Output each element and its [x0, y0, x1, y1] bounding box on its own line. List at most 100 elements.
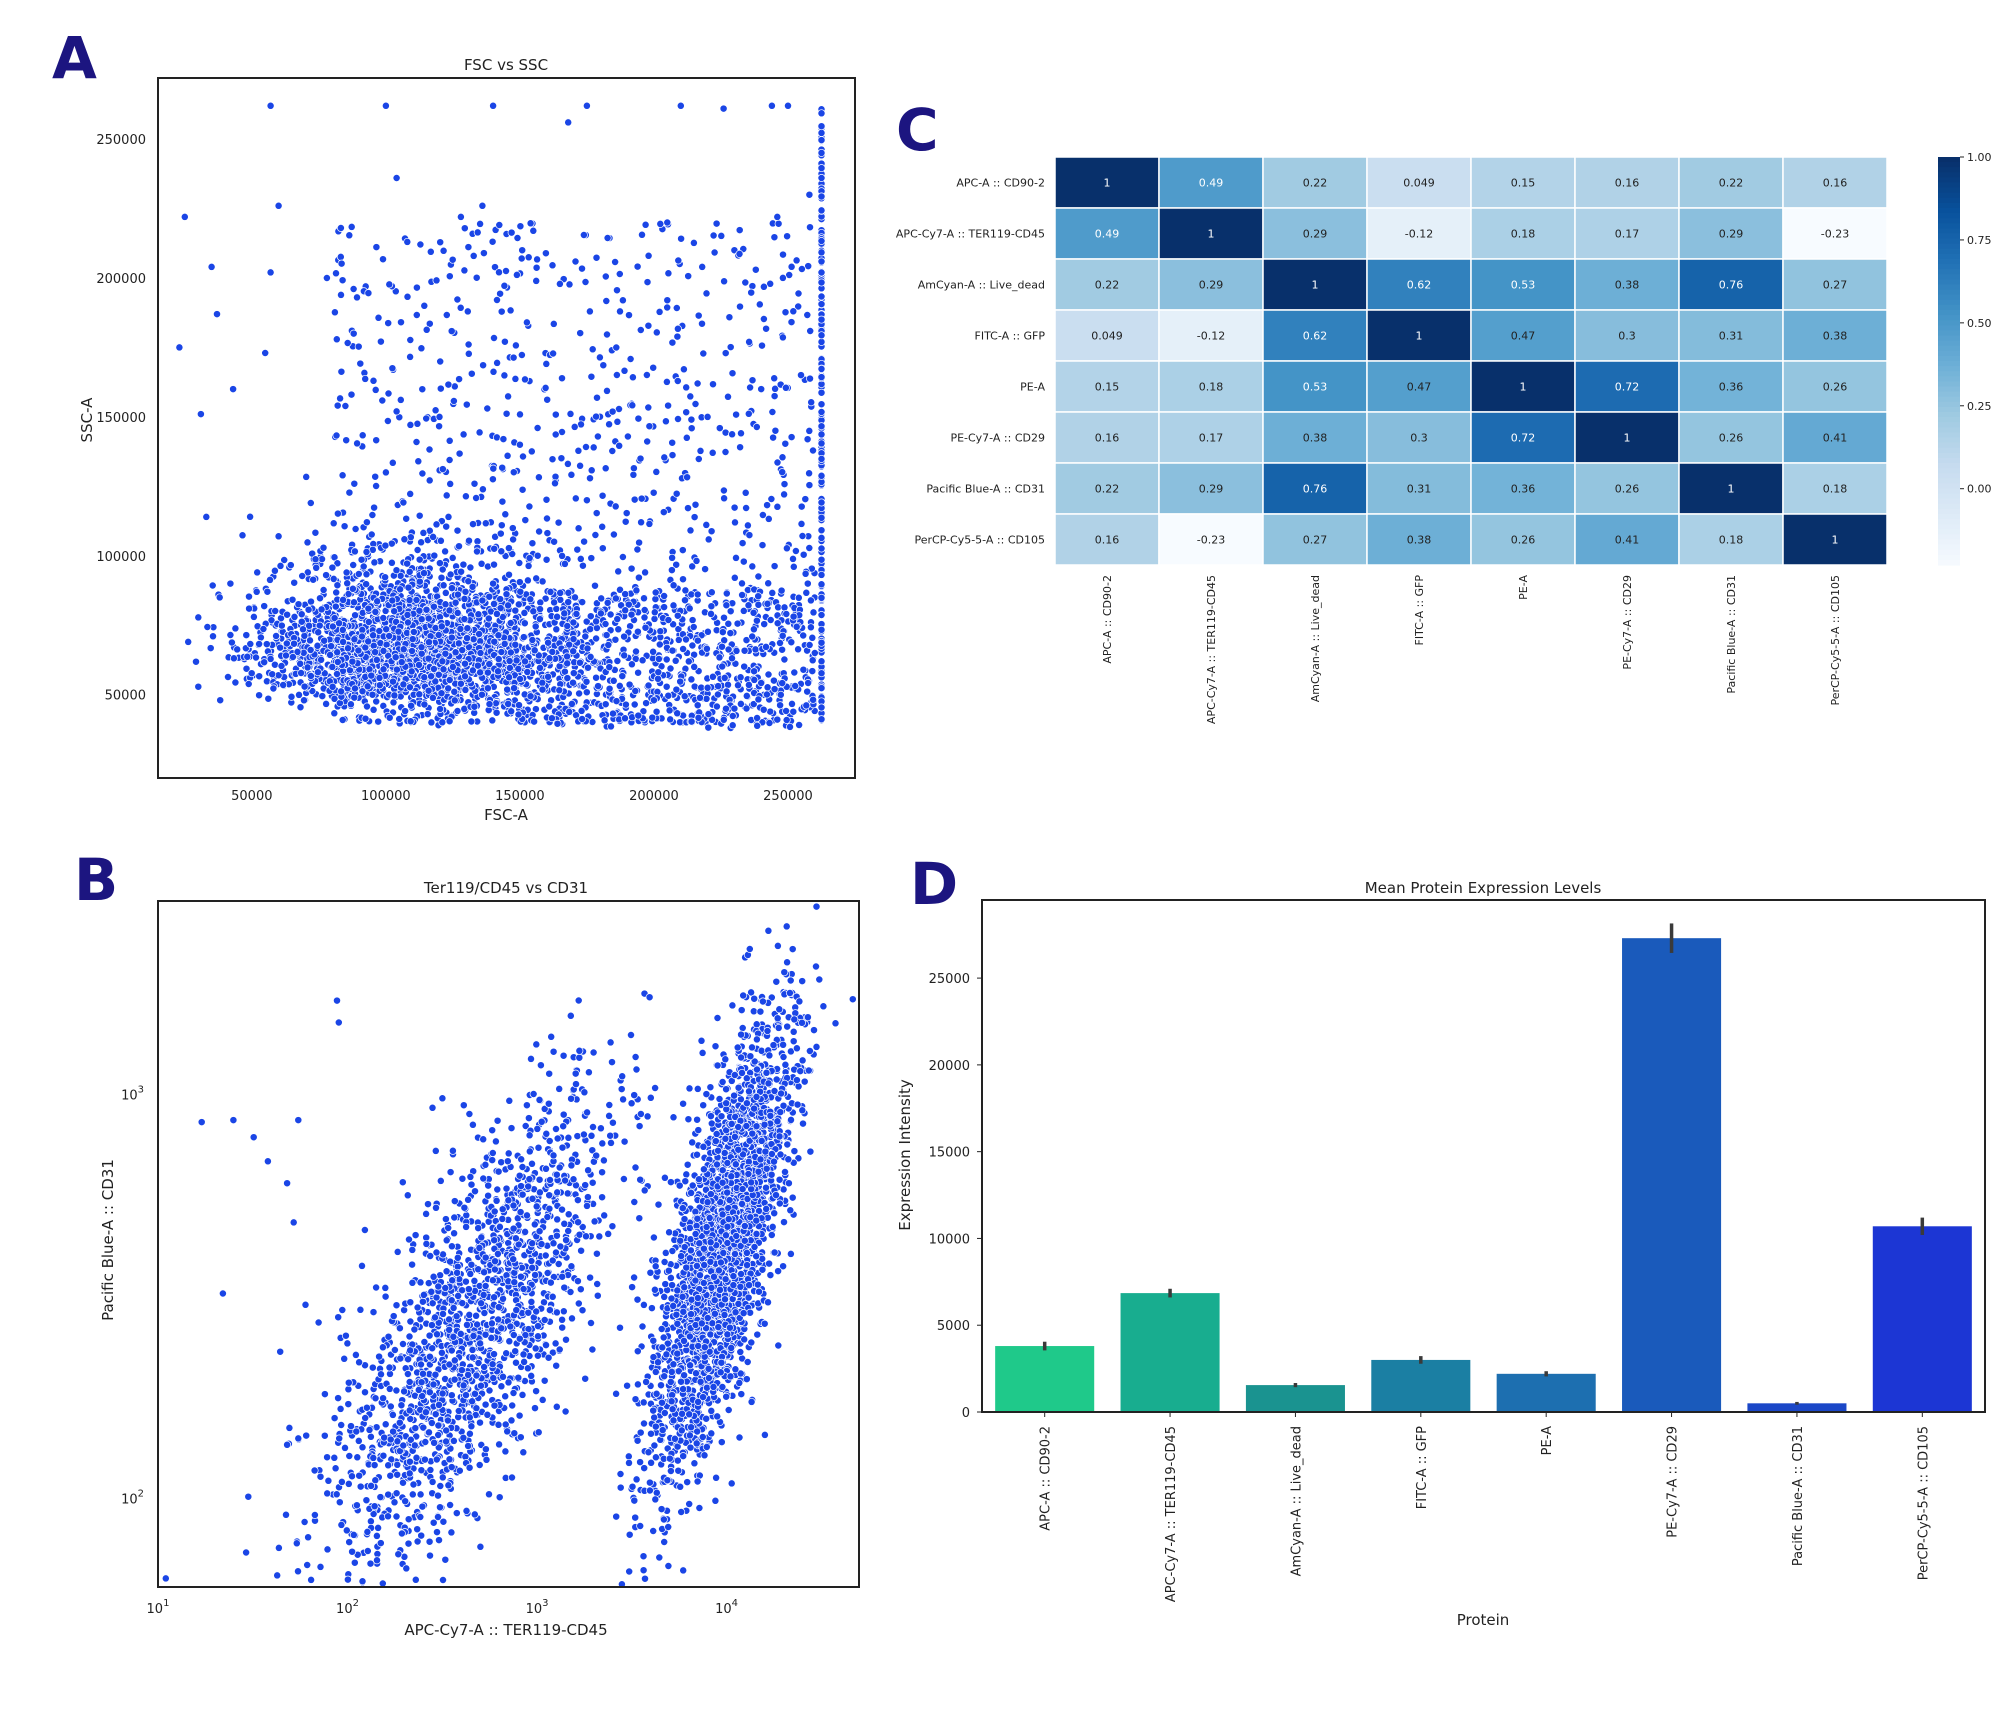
panel-a-ytick-label: 150000 — [96, 411, 146, 426]
scatter-point — [644, 321, 653, 330]
scatter-point — [740, 662, 749, 671]
scatter-point — [788, 699, 796, 708]
scatter-point — [592, 634, 601, 643]
scatter-point — [448, 255, 457, 264]
scatter-point — [592, 253, 601, 262]
scatter-point — [372, 436, 381, 445]
scatter-point — [447, 584, 456, 593]
scatter-point — [209, 632, 217, 641]
scatter-point — [290, 578, 299, 587]
scatter-point — [507, 228, 516, 237]
scatter-point — [408, 647, 416, 655]
scatter-point — [644, 681, 653, 690]
scatter-point — [462, 1222, 471, 1231]
scatter-point — [461, 587, 470, 596]
scatter-point — [527, 1054, 535, 1063]
scatter-point — [434, 631, 443, 639]
scatter-point — [338, 625, 347, 634]
scatter-point — [387, 558, 396, 567]
scatter-point — [773, 619, 782, 628]
scatter-point — [509, 535, 518, 544]
panel-a-ticks: 50000 100000 150000 200000 25000050000100000… — [96, 133, 812, 804]
scatter-point — [395, 715, 404, 723]
scatter-point — [384, 319, 393, 328]
scatter-point — [364, 637, 373, 646]
scatter-point — [355, 1358, 364, 1367]
scatter-point — [578, 264, 586, 273]
scatter-point — [599, 1156, 608, 1165]
scatter-point — [608, 407, 617, 416]
scatter-point — [373, 597, 382, 606]
scatter-point — [536, 598, 545, 607]
scatter-point — [662, 655, 671, 664]
panel-a-xtick-label: 250000 — [763, 789, 813, 804]
scatter-point — [471, 1187, 479, 1196]
scatter-point — [527, 1257, 536, 1265]
scatter-point — [805, 544, 814, 552]
scatter-point — [664, 269, 673, 278]
scatter-point — [311, 555, 320, 564]
scatter-point — [438, 1094, 447, 1103]
scatter-point — [614, 625, 623, 634]
scatter-point — [246, 640, 255, 648]
scatter-point — [403, 237, 412, 246]
scatter-point — [599, 361, 608, 370]
scatter-point — [569, 678, 577, 687]
scatter-point — [807, 398, 816, 407]
scatter-point — [370, 558, 379, 567]
scatter-point — [684, 272, 693, 281]
scatter-point — [350, 479, 359, 488]
scatter-point — [384, 389, 393, 398]
scatter-point — [192, 657, 200, 666]
scatter-point — [662, 377, 671, 386]
scatter-point — [488, 475, 497, 484]
scatter-point — [340, 1354, 349, 1363]
scatter-point — [574, 1299, 583, 1308]
scatter-point — [805, 641, 814, 649]
scatter-point — [457, 567, 466, 576]
scatter-point — [374, 1523, 383, 1532]
scatter-point — [431, 1146, 440, 1155]
scatter-point — [392, 174, 401, 182]
scatter-point — [526, 219, 535, 228]
scatter-point — [229, 385, 238, 394]
scatter-point — [456, 212, 465, 221]
scatter-point — [817, 439, 826, 448]
scatter-point — [389, 677, 397, 686]
scatter-point — [784, 101, 792, 110]
scatter-point — [533, 255, 542, 264]
scatter-point — [381, 541, 390, 550]
scatter-point — [335, 1434, 344, 1443]
scatter-point — [603, 386, 611, 395]
scatter-point — [406, 336, 415, 344]
scatter-point — [567, 699, 576, 708]
scatter-point — [290, 612, 299, 621]
scatter-point — [529, 607, 538, 616]
scatter-point — [526, 595, 535, 604]
scatter-point — [405, 1332, 414, 1341]
scatter-point — [407, 667, 416, 676]
panel-b-title: Ter119/CD45 vs CD31 — [423, 879, 588, 897]
scatter-point — [776, 690, 785, 699]
scatter-point — [604, 641, 613, 649]
scatter-point — [345, 1538, 354, 1547]
scatter-point — [376, 337, 385, 346]
scatter-point — [770, 233, 779, 242]
scatter-point — [479, 249, 488, 258]
scatter-point — [548, 261, 557, 270]
scatter-point — [587, 466, 596, 475]
scatter-point — [676, 677, 685, 686]
scatter-point — [759, 705, 768, 714]
scatter-point — [532, 574, 541, 583]
scatter-point — [571, 593, 579, 602]
scatter-point — [510, 684, 519, 693]
scatter-point — [679, 645, 688, 653]
scatter-point — [444, 512, 453, 521]
scatter-point — [504, 1239, 513, 1247]
scatter-point — [575, 689, 584, 698]
scatter-point — [460, 266, 469, 275]
scatter-point — [780, 490, 789, 499]
panel-a-ytick-label: 200000 — [96, 272, 146, 287]
scatter-point — [797, 502, 806, 511]
